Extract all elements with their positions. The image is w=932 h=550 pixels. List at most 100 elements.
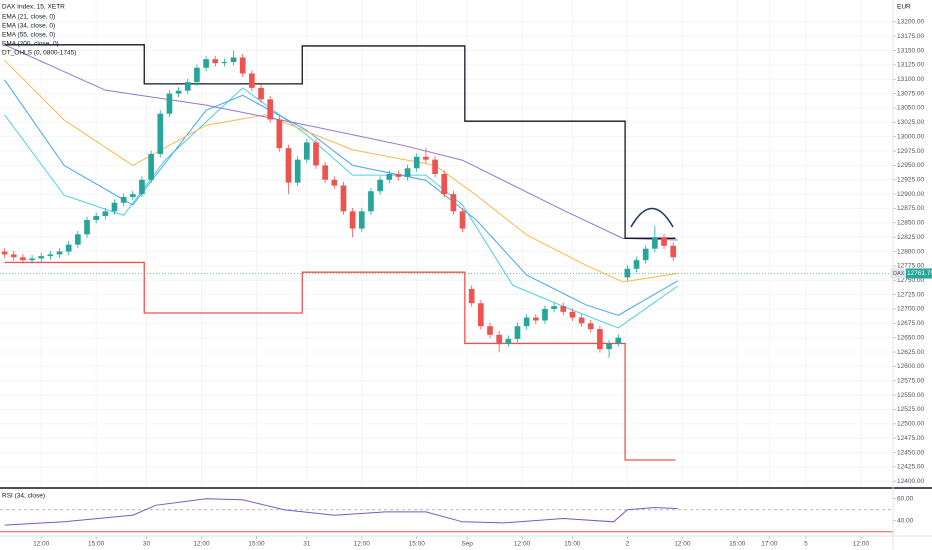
legend-entry: EMA (34, close, 0): [2, 23, 55, 30]
ema-line: [4, 79, 679, 316]
y-tick-label: 13125.00: [897, 62, 924, 69]
y-tick-label: 13100.00: [897, 76, 924, 83]
y-tick-label: 12600.00: [897, 363, 924, 370]
candle-body: [184, 82, 191, 91]
candle-body: [487, 326, 493, 335]
candle-body: [322, 165, 328, 180]
candle-body: [450, 194, 457, 212]
candle-body: [120, 196, 127, 203]
y-tick-label: 12550.00: [897, 392, 924, 399]
candle-body: [285, 148, 292, 183]
candle-body: [496, 334, 503, 344]
candle-body: [38, 256, 45, 259]
candle-body: [459, 211, 466, 229]
candle-body: [633, 260, 640, 269]
x-tick-label: 12:00: [514, 541, 531, 548]
y-tick-label: 12450.00: [897, 449, 924, 456]
candle-body: [569, 311, 576, 318]
candle-body: [578, 317, 585, 324]
candle-body: [615, 337, 622, 344]
last-price-label: 12761.79: [907, 270, 932, 277]
x-tick-label: 12:00: [354, 541, 371, 548]
candle-body: [523, 317, 530, 327]
candle-body: [532, 317, 539, 321]
y-tick-label: 12725.00: [897, 291, 924, 298]
x-tick-label: 2: [626, 541, 630, 548]
x-tick-label: 12:00: [853, 541, 870, 548]
x-tick-label: 5: [804, 541, 808, 548]
candle-body: [441, 174, 448, 195]
candle-body: [10, 254, 17, 258]
candle-body: [587, 323, 594, 330]
rsi-title: RSI (34, close): [2, 493, 45, 500]
y-tick-label: 13150.00: [897, 47, 924, 54]
price-pane: [0, 0, 893, 487]
candle-body: [368, 191, 374, 212]
candle-body: [377, 179, 383, 192]
x-tick-label: 12:00: [193, 541, 210, 548]
y-tick-label: 12650.00: [897, 334, 924, 341]
candle-body: [331, 179, 338, 186]
candle-body: [267, 99, 274, 120]
candle-body: [75, 234, 81, 245]
session-level-line: [4, 261, 676, 461]
candle-body: [349, 211, 356, 229]
y-tick-label: 12775.00: [897, 263, 924, 270]
x-tick-label: Sep: [461, 541, 473, 548]
x-tick-label: 30: [143, 541, 151, 548]
y-tick-label: 13175.00: [897, 33, 924, 40]
candle-body: [20, 257, 26, 261]
candle-body: [166, 93, 173, 114]
y-tick-label: 40.00: [897, 517, 914, 524]
x-tick-label: 15:00: [729, 541, 746, 548]
candle-body: [47, 254, 54, 257]
candle-body: [194, 67, 200, 83]
candle-body: [157, 113, 164, 154]
x-tick-label: 17:00: [761, 541, 778, 548]
candle-body: [386, 174, 393, 180]
y-tick-label: 13025.00: [897, 119, 924, 126]
x-tick-label: 15:00: [248, 541, 265, 548]
y-tick-label: 13050.00: [897, 105, 924, 112]
candle-body: [65, 244, 72, 252]
y-tick-label: 13000.00: [897, 133, 924, 140]
candle-body: [468, 288, 475, 304]
y-tick-label: 12475.00: [897, 435, 924, 442]
y-tick-label: 12700.00: [897, 306, 924, 313]
candle-body: [148, 153, 154, 180]
x-tick-label: 12:00: [674, 541, 691, 548]
ema-line: [4, 59, 678, 283]
candle-body: [212, 59, 219, 64]
candle-body: [624, 268, 631, 278]
legend-entry: EMA (55, close, 0): [2, 32, 55, 39]
candle-body: [139, 179, 145, 195]
candle-body: [230, 57, 237, 63]
candle-body: [258, 87, 264, 100]
candle-body: [203, 59, 209, 68]
candle-body: [340, 185, 347, 212]
x-tick-label: 31: [303, 541, 311, 548]
candle-body: [111, 202, 118, 212]
candle-body: [313, 142, 319, 166]
candle-body: [294, 159, 301, 183]
candle-body: [175, 90, 182, 94]
candle-body: [276, 119, 283, 149]
rsi-line: [4, 498, 678, 526]
ema-line: [4, 44, 678, 241]
candle-body: [102, 211, 109, 216]
candle-body: [670, 245, 677, 258]
legend: DAX Index, 15, XETR EMA (21, close, 0) E…: [2, 4, 76, 500]
candle-body: [661, 237, 667, 246]
candle-body: [652, 237, 658, 249]
candle-body: [395, 174, 402, 177]
y-tick-label: 12575.00: [897, 377, 924, 384]
legend-title: DAX Index, 15, XETR: [2, 4, 65, 11]
y-tick-label: 12950.00: [897, 162, 924, 169]
candle-body: [1, 251, 8, 255]
candle-body: [221, 62, 228, 64]
candle-body: [413, 156, 420, 169]
y-tick-label: 12925.00: [897, 176, 924, 183]
legend-entry: EMA (200, close, 0): [2, 41, 59, 48]
